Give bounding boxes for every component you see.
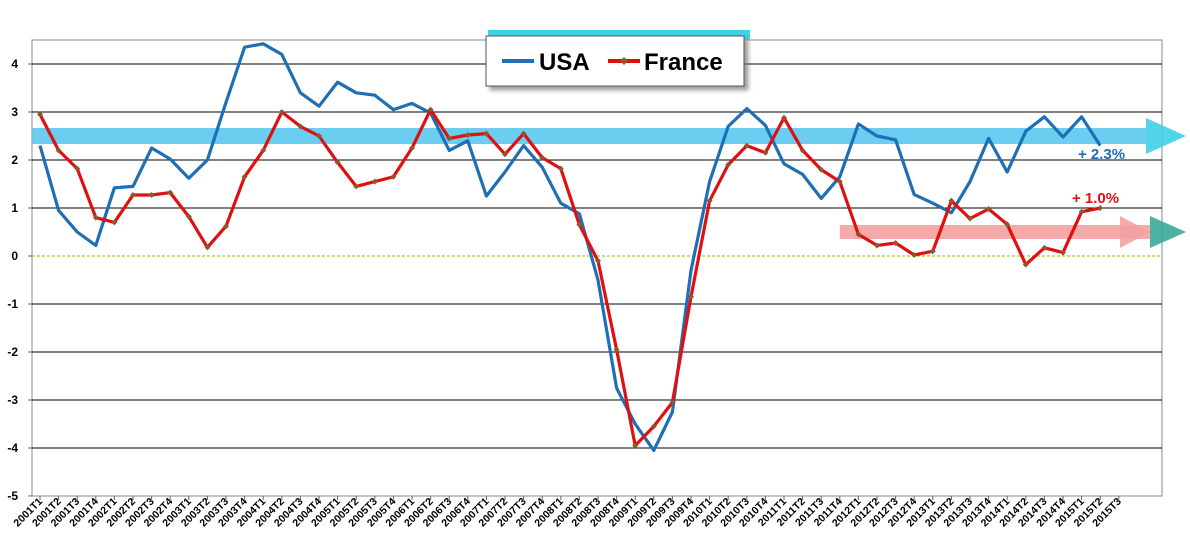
data-point-france: [781, 114, 787, 121]
y-tick-label: -1: [7, 297, 18, 311]
data-point-france: [1078, 208, 1085, 215]
trend-arrow-shaft: [839, 225, 1150, 239]
data-point-france: [818, 166, 825, 173]
data-point-france: [929, 248, 936, 255]
data-point-france: [92, 214, 99, 221]
legend-accent: [488, 30, 750, 40]
data-point-france: [409, 145, 415, 151]
data-point-france: [390, 173, 397, 180]
annotation-france: + 1.0%: [1072, 190, 1119, 207]
data-point-france: [74, 165, 81, 172]
data-point-france: [948, 197, 955, 204]
data-point-france: [1004, 221, 1011, 228]
data-point-france: [576, 221, 583, 228]
data-point-france: [316, 133, 322, 139]
data-point-france: [37, 111, 43, 118]
y-tick-label: -4: [7, 441, 18, 455]
data-point-france: [911, 252, 918, 259]
data-point-france: [669, 399, 676, 406]
data-point-france: [743, 142, 750, 149]
data-point-france: [632, 442, 639, 449]
data-point-france: [725, 161, 732, 168]
trend-arrow-head-inner: [1120, 216, 1150, 248]
legend-label-usa: USA: [539, 49, 590, 76]
data-point-france: [130, 192, 136, 199]
data-point-france: [539, 154, 546, 161]
legend-marker-france: [620, 57, 628, 65]
y-tick-label: 2: [11, 153, 18, 167]
data-point-france: [967, 215, 973, 222]
trend-arrow-shaft: [32, 128, 1146, 144]
data-point-france: [1097, 205, 1104, 211]
legend: USA France: [485, 30, 750, 87]
data-point-france: [706, 197, 713, 204]
plot-frame: [31, 39, 1163, 497]
data-point-france: [985, 205, 992, 212]
legend-label-france: France: [644, 49, 723, 76]
data-point-france: [223, 223, 229, 230]
series-lines: [37, 42, 1104, 452]
data-point-france: [111, 219, 118, 226]
data-point-france: [334, 159, 341, 166]
data-point-france: [55, 147, 62, 154]
y-tick-label: 3: [11, 105, 18, 119]
data-point-france: [688, 293, 694, 300]
data-point-france: [613, 346, 620, 353]
data-point-france: [483, 130, 490, 137]
trend-arrow-head: [1150, 216, 1186, 248]
data-point-france: [446, 135, 453, 142]
data-point-france: [185, 213, 192, 220]
data-point-france: [855, 231, 862, 238]
series-line-france: [38, 108, 1101, 448]
y-axis-ticks: 4 3 2 1 0 -1 -2 -3 -4 -5: [7, 57, 32, 503]
data-point-france: [427, 106, 434, 113]
annotations: + 2.3% + 1.0%: [1072, 146, 1125, 207]
data-point-france: [148, 192, 155, 199]
data-point-france: [464, 132, 471, 139]
data-point-france: [1041, 244, 1048, 251]
data-point-france: [520, 130, 527, 137]
data-point-france: [595, 257, 601, 264]
data-point-france: [1022, 261, 1029, 268]
data-point-france: [297, 123, 304, 130]
y-tick-label: -3: [7, 393, 18, 407]
data-point-france: [1060, 249, 1066, 256]
series-line-usa: [38, 42, 1102, 452]
y-tick-label: -5: [7, 489, 18, 503]
data-point-france: [762, 149, 769, 156]
x-axis-ticks: 2001T12001T22001T32001T42002T12002T22002…: [11, 496, 1124, 530]
data-point-france: [650, 423, 657, 430]
plot-area: 4 3 2 1 0 -1 -2 -3 -4 -5 2001T12001T22001T32001T4…: [7, 39, 1186, 530]
data-point-france: [502, 151, 508, 158]
data-point-france: [371, 178, 378, 185]
annotation-usa: + 2.3%: [1078, 146, 1125, 163]
data-point-france: [874, 242, 880, 249]
y-tick-label: 0: [11, 249, 18, 263]
trend-arrow-head: [1146, 118, 1186, 154]
data-point-france: [557, 165, 564, 172]
y-tick-label: 4: [11, 57, 18, 71]
data-point-france: [799, 147, 806, 154]
y-tick-label: -2: [7, 345, 18, 359]
y-tick-label: 1: [11, 201, 18, 215]
data-point-france: [353, 183, 360, 190]
data-point-france: [260, 147, 267, 154]
data-point-france: [167, 189, 174, 196]
data-point-france: [278, 109, 285, 115]
data-point-france: [892, 240, 899, 247]
data-point-france: [204, 244, 211, 251]
data-point-france: [241, 173, 248, 180]
data-point-france: [836, 178, 843, 185]
